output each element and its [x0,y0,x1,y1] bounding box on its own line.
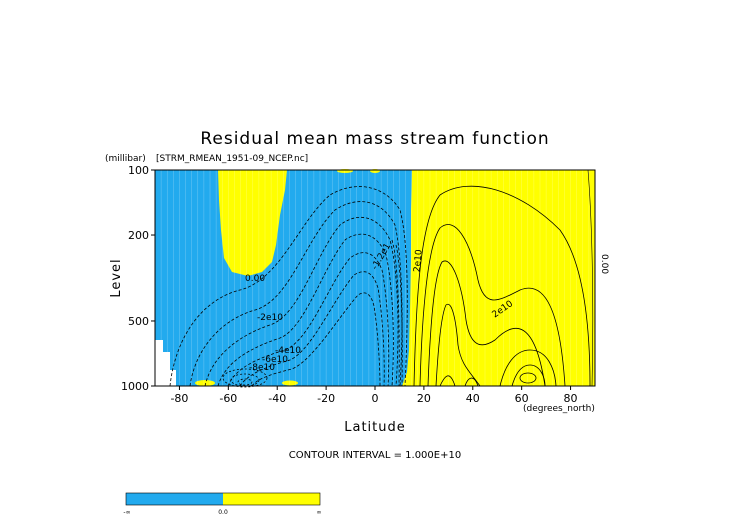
colorbar-label-min: -∞ [123,509,130,516]
x-tick-label: 80 [564,392,578,405]
x-tick-label: 20 [417,392,431,405]
y-tick-label: 1000 [121,380,149,393]
contour-zero-right [587,169,594,387]
contour-pos-5 [499,349,557,387]
contour-pos-2 [419,224,566,387]
contour-pos-6 [511,364,546,387]
y-units-label: (millibar) [105,154,146,164]
x-tick-label: -60 [219,392,237,405]
contour-pos-7 [439,375,456,387]
positive-region-right [402,170,595,386]
contour-neg-cell-3 [237,378,253,386]
colorbar-label-max: ∞ [317,509,322,516]
contour-label-pos2-a: 2e10 [413,249,425,273]
contour-label-zero-left: 0.00 [245,274,265,284]
chart-subtitle: [STRM_RMEAN_1951-09_NCEP.nc] [156,154,308,164]
x-tick-label: 0 [372,392,379,405]
y-axis-label: Level [109,258,124,297]
colorbar-frame [125,492,321,506]
colorbar-label-zero: 0.0 [218,509,228,516]
contour-pos-3 [427,260,546,387]
colorbar-negative [126,493,223,505]
missing-data-region [155,340,176,386]
contour-pos-4 [435,303,481,387]
contour-neg-cell-1 [222,368,268,388]
contour-label-neg2: -2e10 [257,313,283,323]
positive-region-upper-left [218,170,287,276]
contour-label-neg4: -4e10 [275,346,301,356]
y-tick-label: 100 [128,164,149,177]
y-axis: 100 200 500 1000 [121,164,155,393]
contour-pos-8 [464,377,479,387]
x-tick-label: 60 [515,392,529,405]
contour-neg-2 [189,201,403,387]
chart-title: Residual mean mass stream function [200,129,549,149]
contour-pos-cell-1 [519,372,537,384]
contours [169,169,594,388]
x-axis-label: Latitude [344,420,406,435]
contour-pos-1 [413,185,591,387]
contour-neg-1 [169,186,408,387]
y-tick-label: 500 [128,315,149,328]
x-tick-label: 40 [466,392,480,405]
plot-area: 0.00 -2e10 -4e10 -6e10 -8e10 -1.2e1 2e10… [154,169,609,388]
x-units-label: (degrees_north) [523,404,595,414]
contour-neg-4 [217,233,394,387]
colorbar-positive [223,493,320,505]
contour-interval-text: CONTOUR INTERVAL = 1.000E+10 [289,450,461,461]
x-axis: -80 -60 -40 -20 0 20 40 60 80 [170,386,578,405]
x-tick-label: -40 [268,392,286,405]
contour-label-neg8: -8e10 [249,363,275,373]
contour-neg-7 [251,292,381,387]
x-tick-label: -20 [317,392,335,405]
x-tick-label: -80 [170,392,188,405]
contour-label-neg6: -6e10 [262,355,288,365]
contour-label-zero-right: 0.00 [599,254,609,274]
contour-neg-3 [204,216,399,387]
contour-neg-8 [391,239,400,387]
positive-patch-surface-mid [282,380,298,386]
y-tick-label: 200 [128,229,149,242]
positive-patch-surface-left [195,380,215,386]
colorbar: -∞ 0.0 ∞ [123,492,322,516]
contour-neg-5 [227,252,390,387]
